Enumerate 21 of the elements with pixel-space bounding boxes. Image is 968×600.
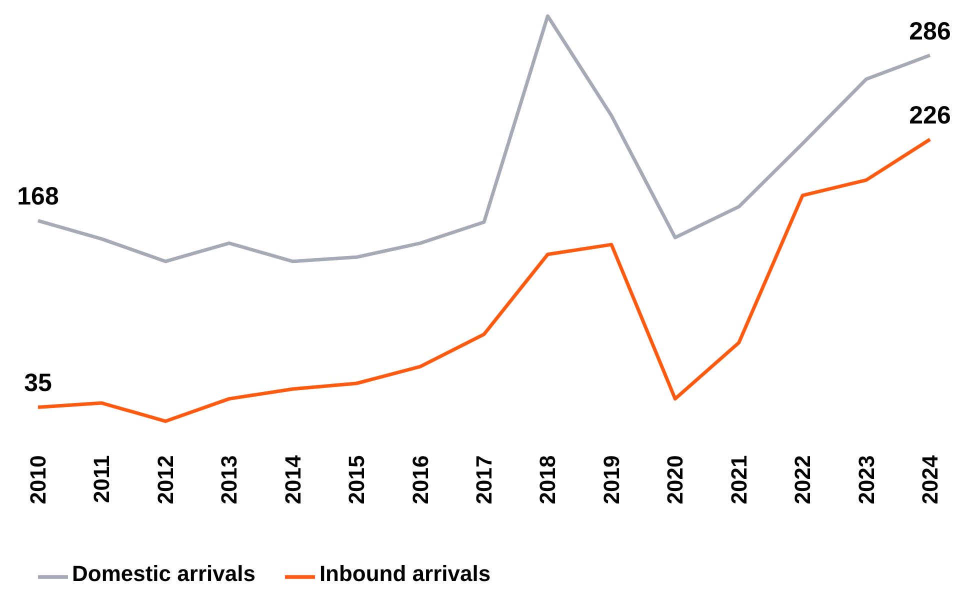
x-tick-label: 2022: [790, 455, 816, 504]
x-tick-label: 2024: [918, 454, 942, 504]
legend-label: Domestic arrivals: [72, 561, 256, 586]
x-tick-label: 2019: [598, 455, 624, 504]
data-label: 286: [909, 17, 951, 46]
x-tick-label: 2017: [472, 455, 496, 504]
x-tick-label: 2021: [726, 455, 752, 504]
x-tick-label: 2018: [535, 455, 560, 504]
x-tick-label: 2015: [344, 455, 370, 504]
data-label: 168: [17, 182, 59, 211]
data-label: 35: [24, 369, 52, 398]
x-tick-label: 2013: [216, 455, 242, 504]
x-tick-label: 2020: [662, 455, 688, 504]
x-tick-label: 2023: [854, 455, 879, 504]
data-label: 226: [909, 101, 951, 130]
x-tick-label: 2011: [89, 455, 114, 503]
legend-label: Inbound arrivals: [319, 561, 491, 586]
x-tick-label: 2012: [152, 455, 178, 504]
x-tick-label: 2016: [408, 455, 433, 504]
x-tick-label: 2010: [26, 455, 50, 504]
x-tick-label: 2014: [280, 454, 306, 504]
